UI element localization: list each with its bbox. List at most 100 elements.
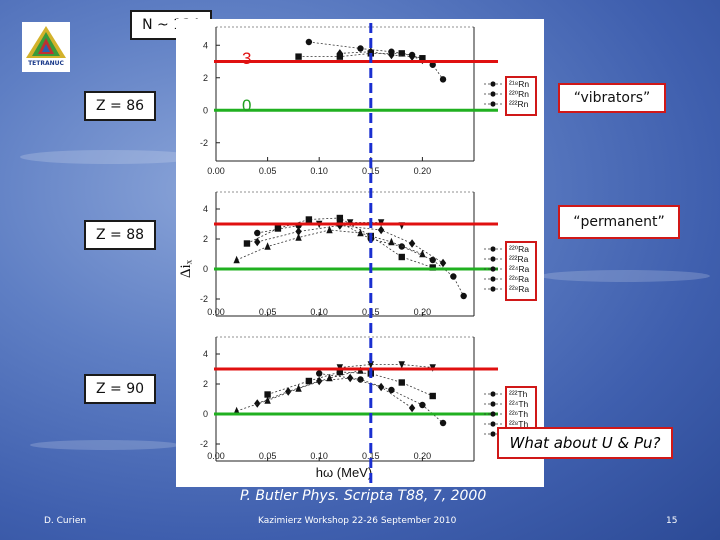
legend-entry: ²²⁶Th	[509, 409, 528, 419]
legend-marker	[490, 91, 496, 97]
citation: P. Butler Phys. Scripta T88, 7, 2000	[240, 488, 487, 504]
data-point	[295, 227, 302, 236]
legend-marker	[490, 391, 496, 397]
background-streak	[540, 270, 710, 282]
y-tick-label: 4	[203, 204, 208, 214]
data-point	[326, 225, 333, 234]
data-point	[398, 253, 405, 261]
y-tick-label: 2	[203, 234, 208, 244]
y-tick-label: 0	[203, 409, 208, 419]
x-tick-label: 0.20	[414, 166, 432, 176]
footer-author: D. Curien	[44, 516, 87, 526]
data-point	[398, 361, 405, 369]
data-point	[439, 419, 447, 427]
legend-marker	[490, 401, 496, 407]
data-point	[295, 53, 302, 60]
data-point	[439, 258, 447, 268]
data-point	[346, 373, 354, 383]
data-point	[357, 45, 364, 52]
footer-event: Kazimierz Workshop 22-26 September 2010	[258, 516, 457, 526]
data-point	[326, 373, 333, 382]
y-tick-label: 0	[203, 105, 208, 115]
data-point	[264, 242, 271, 250]
data-point	[233, 255, 240, 264]
legend-marker	[490, 256, 496, 262]
y-tick-label: -2	[200, 138, 208, 148]
data-point	[367, 47, 374, 56]
x-tick-label: 0.15	[362, 166, 380, 176]
data-point	[377, 382, 385, 392]
upper-line-marker: 3	[242, 49, 251, 68]
series-line	[257, 225, 444, 264]
legend-entry: ²²²Th	[509, 389, 528, 399]
legend-entry: ²²⁸Th	[509, 419, 528, 429]
z90-label: Z = 90	[84, 374, 156, 404]
data-point	[254, 229, 261, 237]
series-line	[339, 364, 433, 368]
legend-entry: ²²²Ra	[509, 254, 529, 264]
question-label: What about U & Pu?	[497, 427, 673, 459]
legend-box	[505, 241, 537, 301]
data-point	[285, 387, 292, 396]
data-point	[388, 50, 395, 60]
data-point	[295, 384, 302, 392]
background-streak	[30, 440, 180, 450]
y-tick-label: 4	[203, 40, 208, 50]
series-line	[319, 373, 444, 424]
data-point	[295, 233, 302, 241]
data-point	[429, 61, 436, 68]
y-axis-label: Δiₓ	[178, 259, 194, 278]
data-point	[233, 406, 240, 415]
legend-entry: ²¹⁸Rn	[509, 79, 529, 89]
legend-entry: ²²⁰Rn	[509, 89, 529, 99]
y-tick-label: -2	[200, 294, 208, 304]
legend-marker	[490, 246, 496, 252]
y-tick-label: 4	[203, 349, 208, 359]
vibrators-label: “vibrators”	[558, 83, 666, 113]
legend-entry: ²²⁰Ra	[509, 244, 529, 254]
legend-marker	[490, 411, 496, 417]
data-point	[367, 361, 374, 369]
x-tick-label: 0.05	[259, 451, 277, 461]
background-streak	[20, 150, 200, 164]
legend-marker	[490, 421, 496, 427]
legend-marker	[490, 81, 496, 87]
data-point	[419, 401, 426, 409]
data-point	[274, 225, 282, 232]
legend-entry: ²²⁴Th	[509, 399, 529, 409]
legend-entry: ²²⁸Ra	[509, 284, 529, 294]
x-tick-label: 0.10	[310, 166, 328, 176]
z88-label: Z = 88	[84, 220, 156, 250]
data-point	[254, 399, 261, 408]
series-line	[257, 377, 413, 409]
legend-marker	[490, 266, 496, 272]
data-point	[408, 52, 416, 61]
x-tick-label: 0.10	[310, 451, 328, 461]
x-tick-label: 0.00	[207, 451, 225, 461]
legend-marker	[490, 276, 496, 282]
data-point	[398, 50, 405, 57]
data-point	[254, 237, 261, 247]
data-point	[398, 379, 405, 386]
legend-entry: ²²⁴Ra	[509, 264, 529, 274]
legend-entry: ²²⁶Ra	[509, 274, 529, 284]
x-axis-label: hω (MeV)	[316, 465, 372, 480]
series-line	[267, 371, 433, 397]
data-point	[408, 403, 416, 413]
x-tick-label: 0.20	[414, 307, 432, 317]
data-point	[357, 376, 364, 383]
x-tick-label: 0.05	[259, 307, 277, 317]
legend-marker	[490, 101, 496, 107]
data-point	[429, 392, 436, 400]
x-tick-label: 0.20	[414, 451, 432, 461]
data-point	[316, 376, 323, 386]
rotational-alignment-chart: 4 2 0 -2 0.00 0.05 0.10 0.15 0.20 ²¹⁸Rn²²⁰Rn²²²Rn…	[178, 23, 537, 487]
data-point	[388, 386, 395, 394]
y-tick-label: -2	[200, 439, 208, 449]
data-point	[264, 391, 271, 398]
data-point	[439, 76, 447, 83]
x-tick-label: 0.15	[362, 451, 380, 461]
z86-label: Z = 86	[84, 91, 156, 121]
permanent-label: “permanent”	[558, 205, 680, 239]
data-point	[450, 273, 457, 280]
